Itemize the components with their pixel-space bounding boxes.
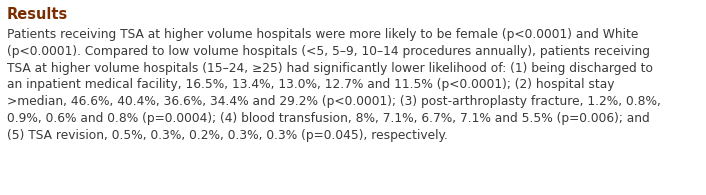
Text: Results: Results xyxy=(7,7,68,22)
Text: Patients receiving TSA at higher volume hospitals were more likely to be female : Patients receiving TSA at higher volume … xyxy=(7,28,661,142)
